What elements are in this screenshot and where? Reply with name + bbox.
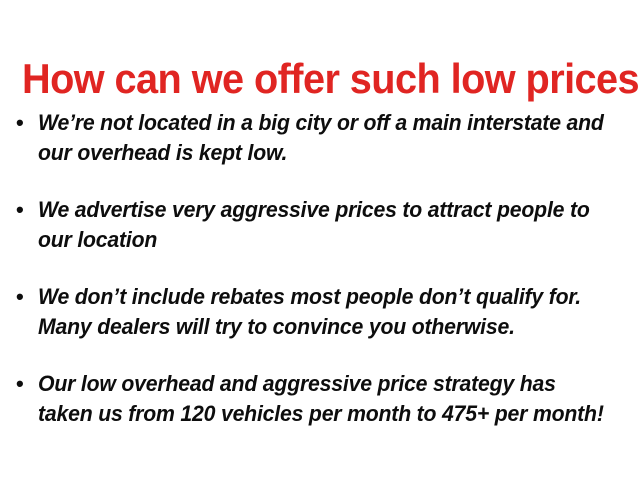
list-item-text: We’re not located in a big city or off a… bbox=[38, 110, 604, 165]
page-title: How can we offer such low prices? bbox=[22, 55, 640, 103]
bullet-dot-icon: • bbox=[16, 284, 24, 309]
list-item: • Our low overhead and aggressive price … bbox=[10, 369, 630, 429]
list-item-text: We advertise very aggressive prices to a… bbox=[38, 197, 590, 252]
bullet-dot-icon: • bbox=[16, 371, 24, 396]
list-item: • We advertise very aggressive prices to… bbox=[10, 195, 630, 255]
list-item-text: Our low overhead and aggressive price st… bbox=[38, 371, 604, 426]
list-item: • We’re not located in a big city or off… bbox=[10, 108, 630, 168]
list-item-text: We don’t include rebates most people don… bbox=[38, 284, 581, 339]
bullet-list: • We’re not located in a big city or off… bbox=[10, 108, 630, 429]
list-item: • We don’t include rebates most people d… bbox=[10, 282, 630, 342]
bullet-dot-icon: • bbox=[16, 197, 24, 222]
bullet-dot-icon: • bbox=[16, 110, 24, 135]
